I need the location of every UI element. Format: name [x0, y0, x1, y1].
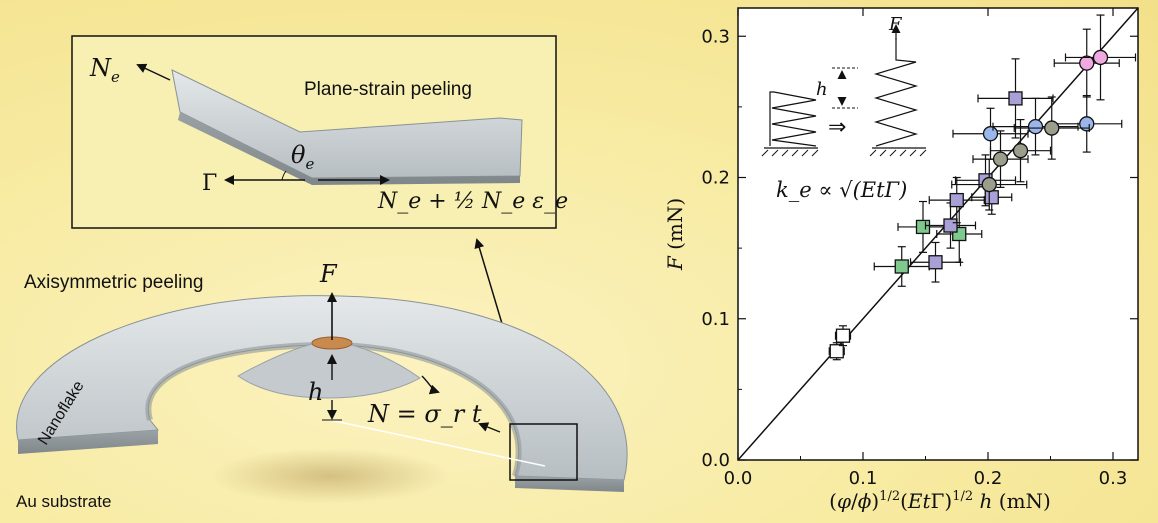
y-tick-label: 0.1 [701, 309, 730, 330]
data-point [834, 325, 852, 347]
force-label: F [319, 260, 338, 288]
square-marker [829, 344, 844, 359]
circle-marker [981, 176, 997, 193]
peeling-schematic: Plane-strain peeling Ne θe Γ N_e + ½ N_e… [16, 35, 628, 511]
data-point [972, 130, 1029, 188]
data-point [828, 342, 845, 361]
inset-formula: k_e ∝ √(EtΓ) [776, 178, 907, 202]
square-marker [984, 190, 999, 205]
inset-title: Plane-strain peeling [304, 79, 472, 100]
data-point [1053, 28, 1120, 98]
spring-inset: ⇒ h F k_e ∝ √(EtΓ) [761, 14, 927, 202]
circle-marker [982, 126, 999, 142]
x-axis-label: (φ/ϕ)1/2(EtΓ)1/2 h (mN) [829, 489, 1051, 513]
circle-marker [1012, 143, 1029, 159]
data-point [1013, 96, 1090, 160]
data-point [924, 202, 977, 249]
inset-ne-label: Ne [89, 54, 120, 86]
data-point [977, 58, 1054, 139]
substrate-label: Au substrate [16, 492, 111, 511]
square-marker [943, 218, 958, 233]
x-tick-label: 0.0 [724, 468, 753, 489]
inset-tension-label: N_e + ½ N_e ε_e [377, 189, 568, 214]
square-marker [928, 255, 943, 270]
circle-marker [1027, 119, 1044, 135]
square-marker [894, 259, 909, 274]
data-point [909, 241, 962, 283]
x-tick-label: 0.3 [1099, 468, 1128, 489]
tension-label: N = σ_r t [367, 400, 482, 428]
inset-h-label: h [816, 79, 828, 100]
inset-F-label: F [888, 14, 903, 35]
plane-strain-inset: Plane-strain peeling Ne θe Γ N_e + ½ N_e… [71, 35, 568, 229]
height-label: h [308, 378, 323, 406]
x-tick-label: 0.2 [974, 468, 1003, 489]
force-scatter-chart: ⇒ h F k_e ∝ √(EtΓ) 0.0 0.1 0.2 0.3 0.0 0.1 0.2… [663, 7, 1139, 513]
inset-gamma-label: Γ [202, 171, 217, 196]
y-tick-label: 0.3 [701, 26, 730, 47]
inset-arrow: ⇒ [828, 115, 846, 140]
axis-ticks: 0.0 0.1 0.2 0.3 0.0 0.1 0.2 0.3 [701, 8, 1138, 489]
square-marker [835, 328, 851, 343]
circle-marker [1044, 120, 1060, 136]
y-tick-label: 0.0 [701, 450, 730, 471]
data-point [1051, 94, 1123, 153]
circle-marker [1092, 49, 1109, 66]
data-points [828, 14, 1137, 361]
data-point [992, 97, 1079, 156]
x-tick-label: 0.1 [849, 468, 878, 489]
nanoflake-ring [16, 295, 628, 492]
data-point [1064, 14, 1137, 101]
y-tick-label: 0.2 [701, 168, 730, 189]
square-marker [915, 219, 931, 235]
data-point [989, 118, 1052, 183]
inset-theta-label: θe [291, 141, 314, 173]
square-marker [1008, 91, 1023, 106]
circle-marker [992, 151, 1009, 167]
data-point [928, 176, 985, 224]
circle-marker [1079, 116, 1095, 132]
circle-marker [1079, 55, 1095, 71]
axisymmetric-title: Axisymmetric peeling [24, 272, 204, 293]
y-axis-label: F (mN) [663, 198, 687, 271]
square-marker [949, 192, 964, 208]
